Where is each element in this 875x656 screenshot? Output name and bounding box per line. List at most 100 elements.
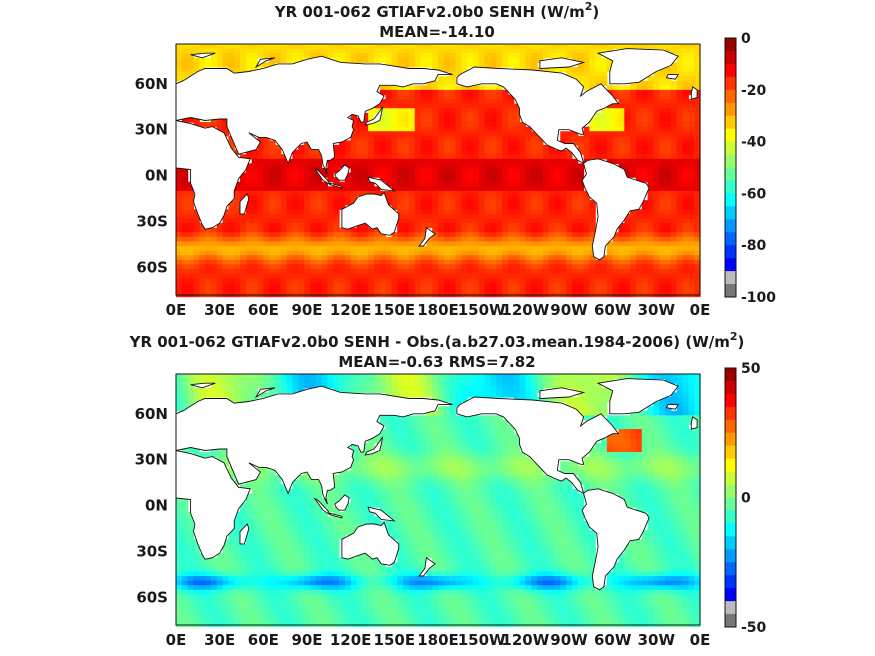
heatmap-cell bbox=[618, 140, 625, 146]
colorbar-segment bbox=[725, 76, 736, 91]
heatmap-cell bbox=[408, 135, 416, 142]
heatmap-cell bbox=[665, 396, 672, 403]
heatmap-cell bbox=[449, 149, 457, 155]
heatmap-cell bbox=[449, 438, 457, 444]
heatmap-cell bbox=[222, 268, 229, 275]
heatmap-cell bbox=[286, 190, 294, 197]
heatmap-cell bbox=[682, 158, 689, 164]
heatmap-cell bbox=[670, 255, 678, 261]
heatmap-cell bbox=[228, 475, 235, 481]
heatmap-cell bbox=[670, 126, 678, 132]
heatmap-cell bbox=[595, 149, 602, 155]
heatmap-cell bbox=[339, 48, 346, 54]
heatmap-cell bbox=[531, 57, 538, 63]
heatmap-cell bbox=[566, 140, 573, 146]
heatmap-cell bbox=[373, 470, 381, 476]
heatmap-cell bbox=[379, 374, 387, 380]
heatmap-cell bbox=[385, 387, 393, 393]
heatmap-cell bbox=[659, 456, 666, 462]
heatmap-cell bbox=[327, 177, 334, 183]
heatmap-cell bbox=[612, 149, 620, 155]
heatmap-cell bbox=[665, 259, 672, 265]
heatmap-cell bbox=[438, 246, 445, 252]
heatmap-cell bbox=[438, 76, 445, 82]
heatmap-cell bbox=[659, 438, 666, 444]
heatmap-cell bbox=[496, 378, 503, 384]
heatmap-cell bbox=[379, 452, 387, 458]
heatmap-cell bbox=[659, 177, 666, 183]
heatmap-cell bbox=[566, 209, 573, 215]
heatmap-cell bbox=[490, 419, 497, 426]
heatmap-cell bbox=[647, 126, 655, 132]
heatmap-cell bbox=[682, 378, 689, 384]
heatmap-cell bbox=[490, 452, 497, 458]
heatmap-cell bbox=[688, 122, 695, 128]
heatmap-cell bbox=[385, 447, 393, 453]
heatmap-cell bbox=[688, 268, 695, 275]
heatmap-cell bbox=[414, 442, 422, 449]
heatmap-cell bbox=[420, 154, 427, 160]
heatmap-cell bbox=[228, 246, 235, 252]
heatmap-cell bbox=[443, 145, 451, 151]
heatmap-cell bbox=[350, 190, 358, 197]
heatmap-cell bbox=[665, 181, 672, 187]
heatmap-cell bbox=[484, 223, 491, 229]
heatmap-cell bbox=[665, 80, 672, 86]
heatmap-cell bbox=[647, 190, 655, 197]
heatmap-cell bbox=[566, 154, 573, 160]
heatmap-cell bbox=[461, 415, 468, 421]
heatmap-cell bbox=[373, 57, 381, 63]
heatmap-cell bbox=[519, 255, 526, 261]
heatmap-cell bbox=[484, 48, 491, 54]
heatmap-cell bbox=[251, 282, 259, 288]
heatmap-cell bbox=[403, 126, 410, 132]
heatmap-cell bbox=[496, 181, 503, 187]
heatmap-cell bbox=[467, 250, 474, 256]
heatmap-cell bbox=[653, 410, 660, 416]
heatmap-cell bbox=[379, 163, 387, 169]
heatmap-cell bbox=[653, 374, 660, 380]
heatmap-cell bbox=[478, 429, 486, 435]
heatmap-cell bbox=[478, 112, 486, 119]
heatmap-cell bbox=[571, 177, 579, 183]
heatmap-cell bbox=[187, 218, 195, 224]
heatmap-cell bbox=[274, 264, 282, 270]
heatmap-cell bbox=[682, 200, 689, 206]
heatmap-cell bbox=[682, 204, 689, 210]
heatmap-cell bbox=[496, 424, 503, 430]
heatmap-cell bbox=[280, 172, 288, 178]
heatmap-cell bbox=[519, 200, 526, 206]
heatmap-cell bbox=[432, 213, 439, 220]
heatmap-cell bbox=[333, 167, 340, 174]
heatmap-cell bbox=[432, 195, 439, 201]
heatmap-cell bbox=[583, 149, 590, 155]
heatmap-cell bbox=[379, 177, 387, 183]
heatmap-cell bbox=[321, 383, 328, 389]
heatmap-cell bbox=[682, 227, 689, 233]
heatmap-cell bbox=[507, 392, 515, 398]
heatmap-cell bbox=[385, 48, 393, 54]
heatmap-cell bbox=[327, 53, 334, 59]
heatmap-cell bbox=[536, 255, 544, 261]
heatmap-cell bbox=[193, 236, 200, 243]
heatmap-cell bbox=[490, 195, 497, 201]
heatmap-cell bbox=[263, 62, 270, 68]
heatmap-cell bbox=[670, 236, 678, 243]
heatmap-cell bbox=[199, 44, 206, 50]
heatmap-cell bbox=[187, 213, 195, 220]
heatmap-cell bbox=[269, 154, 276, 160]
heatmap-cell bbox=[595, 264, 602, 270]
heatmap-cell bbox=[531, 250, 538, 256]
heatmap-cell bbox=[682, 264, 689, 270]
heatmap-cell bbox=[263, 465, 270, 472]
heatmap-cell bbox=[531, 200, 538, 206]
heatmap-cell bbox=[502, 53, 509, 59]
heatmap-cell bbox=[566, 232, 573, 238]
heatmap-cell bbox=[286, 213, 294, 220]
heatmap-cell bbox=[309, 177, 317, 183]
heatmap-cell bbox=[362, 154, 369, 160]
heatmap-cell bbox=[478, 278, 486, 284]
heatmap-cell bbox=[193, 282, 200, 288]
heatmap-cell bbox=[304, 475, 311, 481]
heatmap-cell bbox=[688, 117, 695, 123]
